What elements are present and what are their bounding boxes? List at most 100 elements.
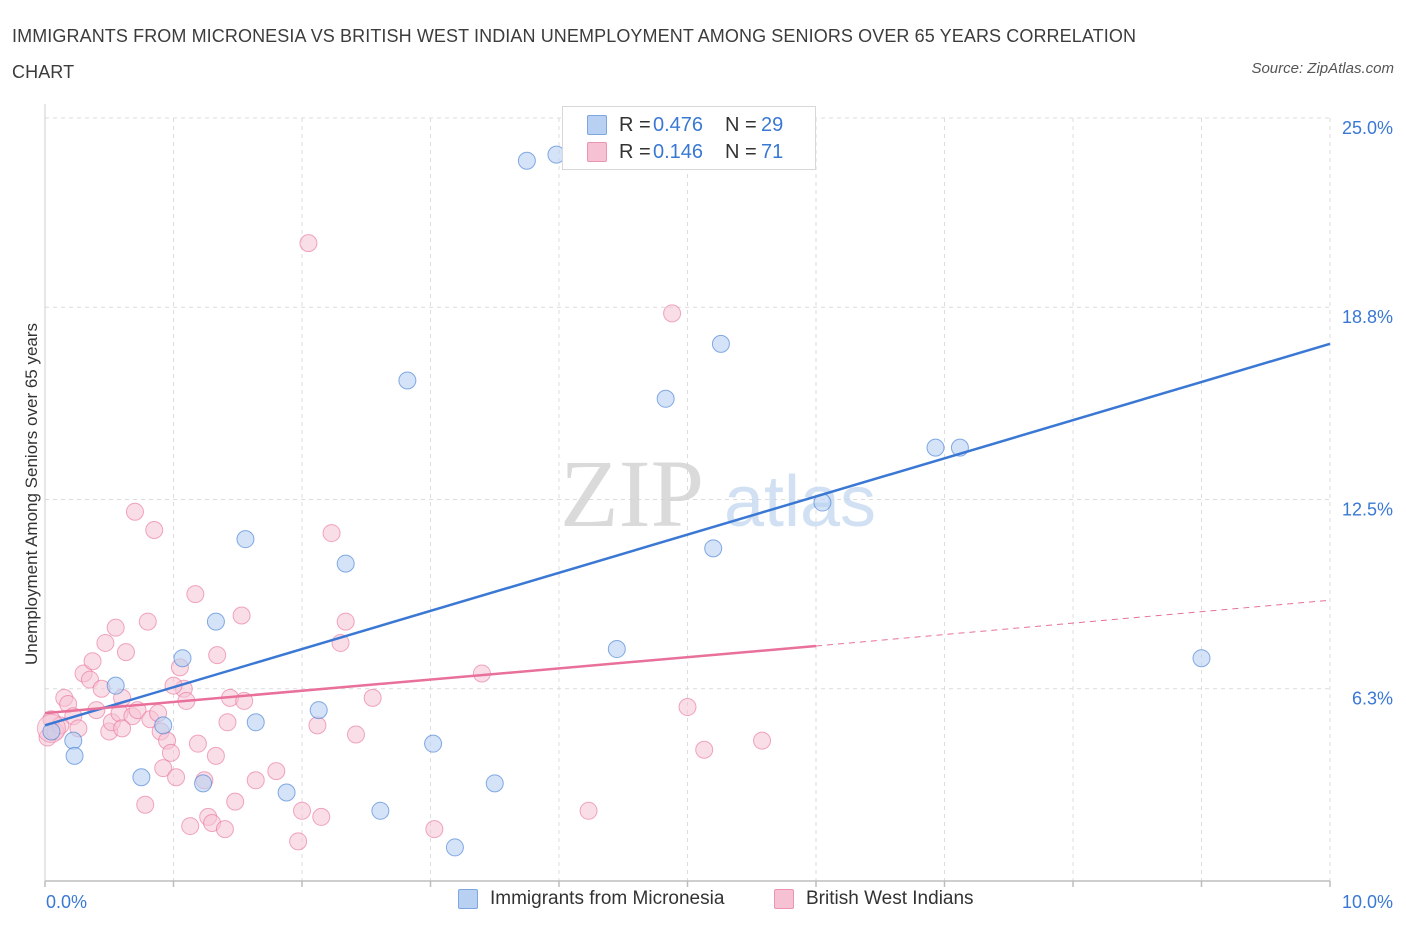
bwi-point — [267, 762, 286, 781]
bwi-point — [125, 502, 144, 521]
micronesia-point — [517, 151, 536, 170]
micronesia-point — [371, 801, 390, 820]
bwi-point — [113, 719, 132, 738]
correlation-legend: R = 0.476 N = 29 R = 0.146 N = 71 — [562, 106, 816, 170]
micronesia-point — [194, 774, 213, 793]
bwi-point — [186, 585, 205, 604]
micronesia-point — [656, 389, 675, 408]
bwi-point — [322, 524, 341, 543]
bwi-point — [336, 612, 355, 631]
source-label: Source: ZipAtlas.com — [1251, 60, 1394, 77]
micronesia-point — [607, 640, 626, 659]
bwi-point — [226, 792, 245, 811]
legend-swatch-blue — [458, 889, 478, 909]
micronesia-point — [309, 701, 328, 720]
bwi-point — [289, 832, 308, 851]
bwi-point — [138, 612, 157, 631]
chart-title: IMMIGRANTS FROM MICRONESIA VS BRITISH WE… — [12, 26, 1137, 82]
micronesia-points — [42, 145, 1211, 857]
micronesia-point — [236, 530, 255, 549]
micronesia-point — [445, 838, 464, 857]
micronesia-point — [64, 731, 83, 750]
bwi-point — [167, 768, 186, 787]
bwi-point — [346, 725, 365, 744]
legend-n-value: 71 — [761, 140, 784, 163]
bwi-point — [208, 646, 227, 665]
y-tick-label: 25.0% — [1342, 118, 1393, 138]
bwi-point — [136, 795, 155, 814]
y-tick-label: 12.5% — [1342, 500, 1393, 520]
legend-n-label: N = — [725, 113, 757, 136]
bwi-point — [425, 820, 444, 839]
micronesia-point — [926, 438, 945, 457]
legend-item-micronesia: Immigrants from Micronesia — [458, 888, 724, 910]
legend-row-micronesia: R = 0.476 N = 29 — [587, 112, 783, 138]
bwi-point — [308, 716, 327, 735]
bwi-point — [145, 521, 164, 540]
micronesia-point — [485, 774, 504, 793]
bwi-point — [116, 643, 135, 662]
x-tick-label: 10.0% — [1342, 892, 1393, 912]
micronesia-point — [106, 676, 125, 695]
legend-label-bwi: British West Indians — [806, 888, 974, 909]
bwi-point — [215, 820, 234, 839]
legend-r-label: R = — [619, 140, 651, 163]
series-legend: Immigrants from Micronesia British West … — [0, 888, 1406, 916]
bwi-point — [206, 746, 225, 765]
micronesia-trend-line — [44, 342, 1331, 727]
micronesia-point — [246, 713, 265, 732]
bwi-point — [678, 698, 697, 717]
bwi-point — [363, 688, 382, 707]
bwi-point — [83, 652, 102, 671]
bwi-point — [312, 807, 331, 826]
legend-swatch-pink — [774, 889, 794, 909]
legend-r-value: 0.146 — [653, 140, 704, 163]
legend-n-value: 29 — [761, 113, 784, 136]
micronesia-point — [336, 554, 355, 573]
micronesia-point — [1192, 649, 1211, 668]
x-axis-tick-labels: 0.0% 10.0% — [46, 892, 1393, 912]
trend-lines — [44, 342, 1331, 727]
y-tick-label: 6.3% — [1352, 689, 1393, 709]
x-tick-label: 0.0% — [46, 892, 87, 912]
bwi-point — [293, 801, 311, 820]
micronesia-point — [65, 746, 84, 765]
y-axis-tick-labels: 6.3% 12.5% 18.8% 25.0% — [1342, 118, 1393, 709]
legend-row-bwi: R = 0.146 N = 71 — [587, 139, 783, 165]
legend-r-value: 0.476 — [653, 113, 704, 136]
bwi-point — [663, 304, 682, 323]
bwi-point — [161, 743, 180, 762]
micronesia-point — [173, 649, 192, 668]
watermark-zip: ZIP — [560, 440, 704, 547]
y-axis-label: Unemployment Among Seniors over 65 years — [22, 322, 41, 666]
bwi-points — [36, 234, 772, 851]
bwi-trend-extension — [815, 599, 1331, 647]
legend-n-label: N = — [725, 140, 757, 163]
micronesia-point — [704, 539, 723, 558]
legend-item-bwi: British West Indians — [774, 888, 974, 910]
bwi-trend-line — [44, 644, 817, 715]
bwi-point — [232, 606, 251, 625]
bwi-point — [106, 618, 125, 637]
legend-label-micronesia: Immigrants from Micronesia — [490, 888, 725, 909]
micronesia-point — [206, 612, 225, 631]
legend-swatch-pink — [587, 142, 607, 162]
legend-r-label: R = — [619, 113, 651, 136]
x-axis-ticks — [44, 881, 1331, 887]
micronesia-point — [132, 768, 151, 787]
micronesia-point — [424, 734, 443, 753]
micronesia-point — [711, 334, 730, 353]
bwi-point — [246, 771, 265, 790]
bwi-point — [695, 740, 714, 759]
bwi-point — [218, 713, 237, 732]
bwi-point — [96, 633, 115, 652]
bwi-point — [753, 731, 772, 750]
legend-swatch-blue — [587, 115, 607, 135]
bwi-point — [579, 801, 598, 820]
bwi-point — [299, 234, 318, 253]
bwi-point — [188, 734, 207, 753]
micronesia-point — [398, 371, 417, 390]
micronesia-point — [154, 716, 173, 735]
bwi-point — [181, 817, 200, 836]
